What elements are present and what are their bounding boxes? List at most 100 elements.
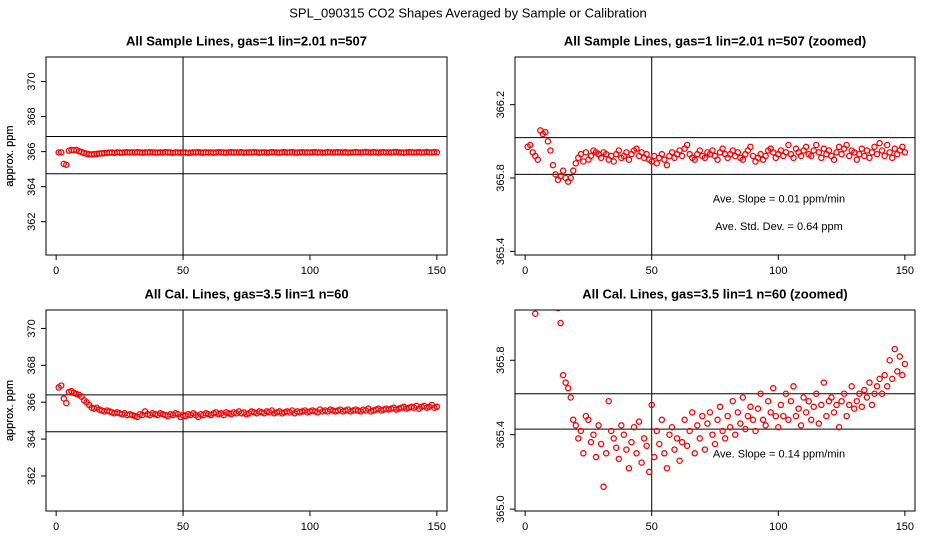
data-point [825, 147, 833, 154]
x-tick-label: 150 [428, 521, 446, 533]
data-point [688, 409, 696, 416]
data-point [549, 161, 557, 169]
data-point [843, 412, 850, 420]
data-point [658, 416, 666, 424]
x-tick-label: 150 [896, 521, 914, 533]
data-point [787, 397, 795, 405]
data-point [807, 152, 815, 160]
data-point [640, 435, 648, 442]
plot-area [46, 310, 447, 511]
data-point [769, 384, 777, 392]
data-point [853, 156, 861, 163]
data-point [813, 141, 820, 149]
data-point [658, 150, 666, 158]
x-tick-label: 0 [53, 521, 59, 533]
data-point [785, 141, 792, 149]
data-point [899, 371, 906, 379]
data-point [676, 457, 683, 464]
data-point [840, 390, 848, 397]
y-tick-label: 365.4 [495, 421, 507, 449]
data-point [686, 427, 693, 435]
data-point [797, 152, 805, 160]
data-point [673, 435, 681, 442]
x-tick-label: 100 [301, 265, 319, 277]
data-point [878, 390, 886, 397]
x-tick-label: 150 [428, 265, 446, 277]
data-point [883, 383, 891, 390]
y-tick-label: 362 [26, 467, 38, 485]
data-point [623, 446, 630, 453]
plot-frame [514, 56, 916, 256]
y-tick-label: 366 [26, 393, 38, 411]
data-point [633, 450, 640, 457]
data-point [805, 397, 812, 405]
data-point [858, 403, 866, 411]
y-axis-label: approx. ppm [4, 380, 16, 441]
data-point [530, 283, 535, 288]
data-point [613, 444, 620, 451]
data-point [785, 416, 792, 424]
data-point [57, 149, 65, 156]
data-point [818, 154, 825, 162]
data-point [818, 401, 825, 409]
data-point [635, 418, 643, 425]
plot-frame [514, 309, 916, 512]
data-point [901, 149, 909, 156]
data-point [696, 147, 704, 154]
data-point [737, 420, 744, 427]
data-point [545, 246, 550, 251]
data-point [835, 423, 843, 431]
data-point [597, 440, 605, 448]
panel: All Sample Lines, gas=1 lin=2.01 n=507 ap… [4, 33, 448, 277]
data-point [618, 422, 625, 429]
figure-title: SPL_090315 CO2 Shapes Averaged by Sample… [289, 5, 647, 20]
data-point [871, 143, 878, 151]
data-point [63, 161, 70, 169]
data-point [719, 427, 726, 435]
data-point [661, 156, 668, 163]
data-point [620, 431, 628, 438]
data-point [555, 310, 561, 312]
data-point [663, 161, 671, 169]
data-point [656, 440, 663, 448]
x-tick-label: 50 [177, 521, 189, 533]
data-point [896, 353, 904, 360]
data-point [615, 147, 623, 154]
data-point [569, 167, 577, 174]
y-tick-label: 365.8 [495, 346, 507, 374]
data-point [625, 156, 633, 163]
data-point [886, 356, 893, 364]
y-tick-label: 364 [26, 430, 38, 448]
data-point [742, 425, 749, 433]
data-point [876, 139, 883, 147]
data-point [820, 379, 828, 386]
data-point [901, 360, 909, 368]
y-tick-label: 362 [26, 213, 38, 231]
data-point [802, 143, 810, 151]
data-point [431, 148, 438, 156]
y-tick-label: 368 [26, 107, 38, 125]
data-point [548, 265, 553, 270]
annotation: Ave. Std. Dev. = 0.64 ppm [715, 221, 843, 233]
data-point [628, 438, 635, 446]
x-tick-label: 0 [522, 265, 528, 277]
data-point [868, 401, 876, 409]
data-point [802, 409, 810, 416]
data-point [754, 405, 762, 412]
plot-frame [45, 309, 448, 512]
data-point [861, 386, 868, 394]
data-point [567, 174, 574, 182]
data-point [559, 167, 567, 174]
data-point [433, 149, 441, 156]
y-axis-label: approx. ppm [4, 380, 16, 441]
data-point [600, 483, 607, 491]
data-point [856, 390, 863, 397]
data-point [706, 409, 714, 416]
data-point [838, 397, 845, 405]
data-point [772, 412, 780, 420]
data-point [543, 237, 548, 242]
plot-area [515, 57, 915, 255]
data-point [729, 397, 736, 405]
data-point [894, 368, 901, 375]
data-point [575, 435, 582, 442]
